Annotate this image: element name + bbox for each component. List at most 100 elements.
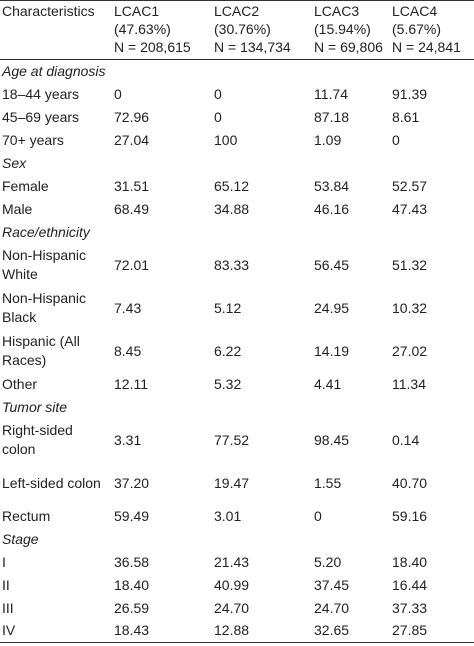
- row-label: 70+ years: [2, 131, 64, 148]
- data-row: Rectum 59.49 3.01 0 59.16: [0, 505, 474, 528]
- cell-value: 10.32: [392, 299, 428, 316]
- row-label: Male: [2, 200, 33, 217]
- cell-value: 12.11: [114, 375, 148, 392]
- data-row: Non-Hispanic Black 7.43 5.12 24.95 10.32: [0, 287, 474, 330]
- header-n: N = 134,734: [214, 39, 291, 55]
- cell-value: 77.52: [214, 431, 250, 448]
- cell-value: 40.99: [214, 576, 250, 593]
- header-cell: Characteristics: [0, 1, 112, 60]
- row-label: Left-sided colon: [2, 474, 101, 491]
- cell-value: 27.85: [392, 622, 428, 639]
- section-row: Tumor site: [0, 396, 474, 419]
- cell-value: 8.45: [114, 342, 142, 359]
- section-title: Race/ethnicity: [2, 223, 90, 240]
- header-name: LCAC4: [392, 3, 438, 19]
- header-share: (30.76%): [214, 21, 271, 37]
- data-row: II 18.40 40.99 37.45 16.44: [0, 574, 474, 597]
- cell-value: 6.22: [214, 342, 242, 359]
- cell-value: 18.40: [114, 576, 150, 593]
- row-label: Other: [2, 375, 38, 392]
- cell-value: 32.65: [314, 622, 350, 639]
- cell-value: 68.49: [114, 200, 150, 217]
- header-name: LCAC2: [214, 3, 260, 19]
- cell-value: 36.58: [114, 553, 150, 570]
- data-row: Other 12.11 5.32 4.41 11.34: [0, 373, 474, 396]
- cell-value: 98.45: [314, 431, 350, 448]
- section-row: Race/ethnicity: [0, 221, 474, 244]
- header-name: LCAC1: [114, 3, 160, 19]
- cell-value: 53.84: [314, 177, 350, 194]
- cell-value: 87.18: [314, 108, 350, 125]
- header-n: N = 69,806: [314, 39, 383, 55]
- cell-value: 1.09: [314, 131, 342, 148]
- cell-value: 56.45: [314, 256, 350, 273]
- header-share: (5.67%): [392, 21, 442, 37]
- data-row: Female 31.51 65.12 53.84 52.57: [0, 175, 474, 198]
- section-title: Age at diagnosis: [2, 62, 106, 79]
- cell-value: 21.43: [214, 553, 250, 570]
- data-row: Hispanic (All Races) 8.45 6.22 14.19 27.02: [0, 330, 474, 373]
- cell-value: 72.96: [114, 108, 150, 125]
- section-row: Stage: [0, 528, 474, 551]
- cell-value: 3.01: [214, 507, 242, 524]
- row-label: Rectum: [2, 507, 51, 524]
- header-cell: LCAC4 (5.67%) N = 24,841: [390, 1, 474, 60]
- cell-value: 8.61: [392, 108, 420, 125]
- cell-value: 34.88: [214, 200, 250, 217]
- cell-value: 27.02: [392, 342, 428, 359]
- header-cell: LCAC3 (15.94%) N = 69,806: [312, 1, 390, 60]
- cell-value: 37.33: [392, 599, 428, 616]
- header-share: (15.94%): [314, 21, 371, 37]
- cell-value: 59.49: [114, 507, 150, 524]
- header-name: LCAC3: [314, 3, 360, 19]
- cell-value: 40.70: [392, 474, 428, 491]
- data-row: 18–44 years 0 0 11.74 91.39: [0, 83, 474, 106]
- row-label: 45–69 years: [2, 108, 80, 125]
- cell-value: 46.16: [314, 200, 350, 217]
- cell-value: 3.31: [114, 431, 142, 448]
- section-row: Sex: [0, 152, 474, 175]
- cell-value: 65.12: [214, 177, 250, 194]
- cell-value: 0: [214, 108, 222, 125]
- section-title: Stage: [2, 530, 39, 547]
- cell-value: 0: [392, 131, 400, 148]
- cell-value: 1.55: [314, 474, 342, 491]
- cell-value: 18.40: [392, 553, 428, 570]
- cell-value: 0: [314, 507, 322, 524]
- cell-value: 91.39: [392, 85, 428, 102]
- data-row: Right-sided colon 3.31 77.52 98.45 0.14: [0, 419, 474, 462]
- cell-value: 27.04: [114, 131, 150, 148]
- section-row: Age at diagnosis: [0, 60, 474, 83]
- cell-value: 19.47: [214, 474, 250, 491]
- cell-value: 11.74: [314, 85, 348, 102]
- cell-value: 100: [214, 131, 238, 148]
- row-label: Right-sided colon: [2, 422, 73, 457]
- table-body: Age at diagnosis 18–44 years 0 0 11.74 91.39 4…: [0, 60, 474, 643]
- cell-value: 0: [114, 85, 122, 102]
- cell-value: 24.70: [314, 599, 350, 616]
- cell-value: 18.43: [114, 622, 150, 639]
- data-row: Non-Hispanic White 72.01 83.33 56.45 51.32: [0, 244, 474, 287]
- cell-value: 59.16: [392, 507, 428, 524]
- row-label: Non-Hispanic White: [2, 247, 87, 282]
- cell-value: 12.88: [214, 622, 250, 639]
- header-share: (47.63%): [114, 21, 171, 37]
- cell-value: 14.19: [314, 342, 350, 359]
- data-row: 70+ years 27.04 100 1.09 0: [0, 129, 474, 152]
- cell-value: 0.14: [392, 431, 420, 448]
- row-label: II: [2, 576, 10, 593]
- cell-value: 24.70: [214, 599, 250, 616]
- row-label: Hispanic (All Races): [2, 333, 80, 368]
- header-cell: LCAC2 (30.76%) N = 134,734: [212, 1, 312, 60]
- data-row: IV 18.43 12.88 32.65 27.85: [0, 620, 474, 643]
- section-title: Tumor site: [2, 398, 68, 415]
- section-title: Sex: [2, 154, 27, 171]
- table-header: Characteristics LCAC1 (47.63%) N = 208,615 L…: [0, 1, 474, 60]
- cell-value: 11.34: [392, 375, 426, 392]
- cell-value: 5.12: [214, 299, 242, 316]
- cell-value: 52.57: [392, 177, 428, 194]
- header-n: N = 208,615: [114, 39, 191, 55]
- data-row: Left-sided colon 37.20 19.47 1.55 40.70: [0, 462, 474, 505]
- header-cell: LCAC1 (47.63%) N = 208,615: [112, 1, 212, 60]
